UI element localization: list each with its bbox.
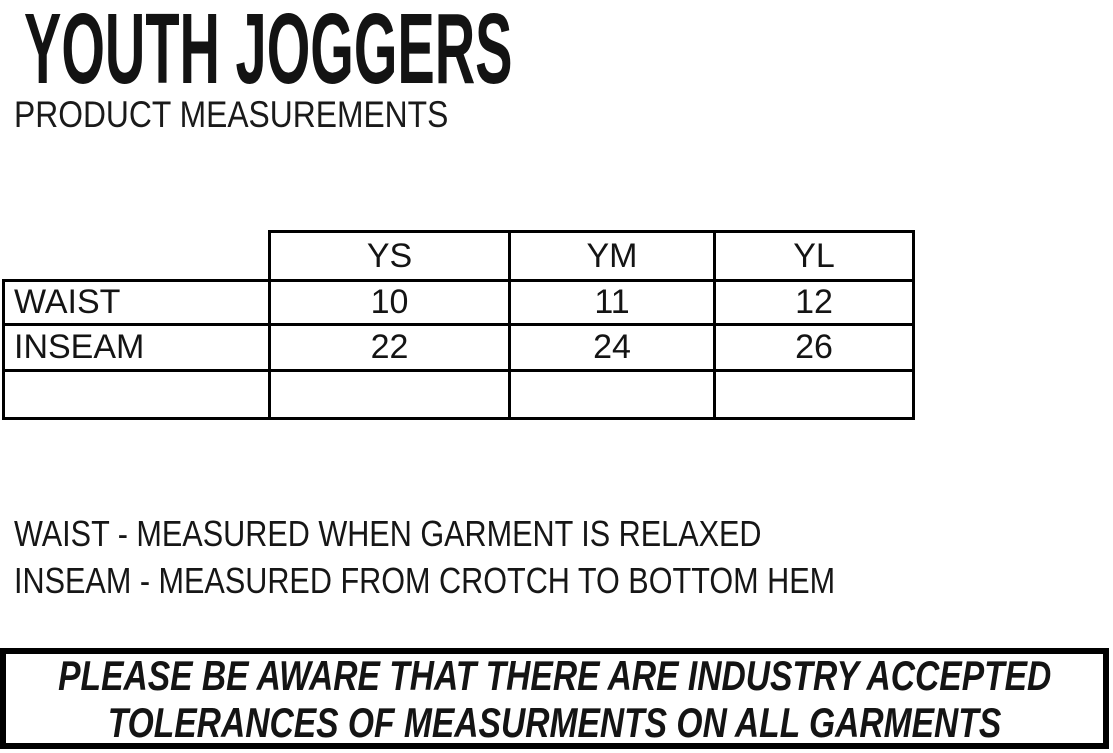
column-header-ys: YS — [268, 230, 511, 282]
table-header-row: YS YM YL — [4, 230, 915, 282]
disclaimer-line-2: TOLERANCES OF MEASURMENTS ON ALL GARMENT… — [107, 698, 1002, 746]
column-header-yl: YL — [713, 230, 915, 282]
page-title: YOUTH JOGGERS — [24, 0, 513, 105]
row-label-inseam: INSEAM — [2, 323, 271, 372]
empty-ym-value — [508, 369, 716, 420]
inseam-yl-value: 26 — [713, 323, 915, 372]
column-header-ym: YM — [508, 230, 716, 282]
empty-ys-value — [268, 369, 511, 420]
table-header-empty-cell — [4, 232, 270, 281]
inseam-ys-value: 22 — [268, 323, 511, 372]
note-inseam: INSEAM - MEASURED FROM CROTCH TO BOTTOM … — [14, 560, 836, 601]
row-label-waist: WAIST — [2, 279, 271, 326]
waist-yl-value: 12 — [713, 279, 915, 326]
measurement-table: YS YM YL WAIST 10 11 12 INSEAM 22 24 26 — [2, 230, 915, 420]
waist-ym-value: 11 — [508, 279, 716, 326]
page-subtitle: PRODUCT MEASUREMENTS — [14, 94, 449, 135]
tolerance-disclaimer-box: PLEASE BE AWARE THAT THERE ARE INDUSTRY … — [0, 648, 1109, 749]
note-waist: WAIST - MEASURED WHEN GARMENT IS RELAXED — [14, 513, 762, 554]
row-label-empty — [2, 369, 271, 420]
table-row-inseam: INSEAM 22 24 26 — [2, 323, 915, 372]
table-row-waist: WAIST 10 11 12 — [2, 279, 915, 326]
table-row-empty — [2, 369, 915, 420]
empty-yl-value — [713, 369, 915, 420]
measurement-notes: WAIST - MEASURED WHEN GARMENT IS RELAXED… — [14, 510, 980, 604]
disclaimer-line-1: PLEASE BE AWARE THAT THERE ARE INDUSTRY … — [57, 651, 1052, 699]
inseam-ym-value: 24 — [508, 323, 716, 372]
waist-ys-value: 10 — [268, 279, 511, 326]
